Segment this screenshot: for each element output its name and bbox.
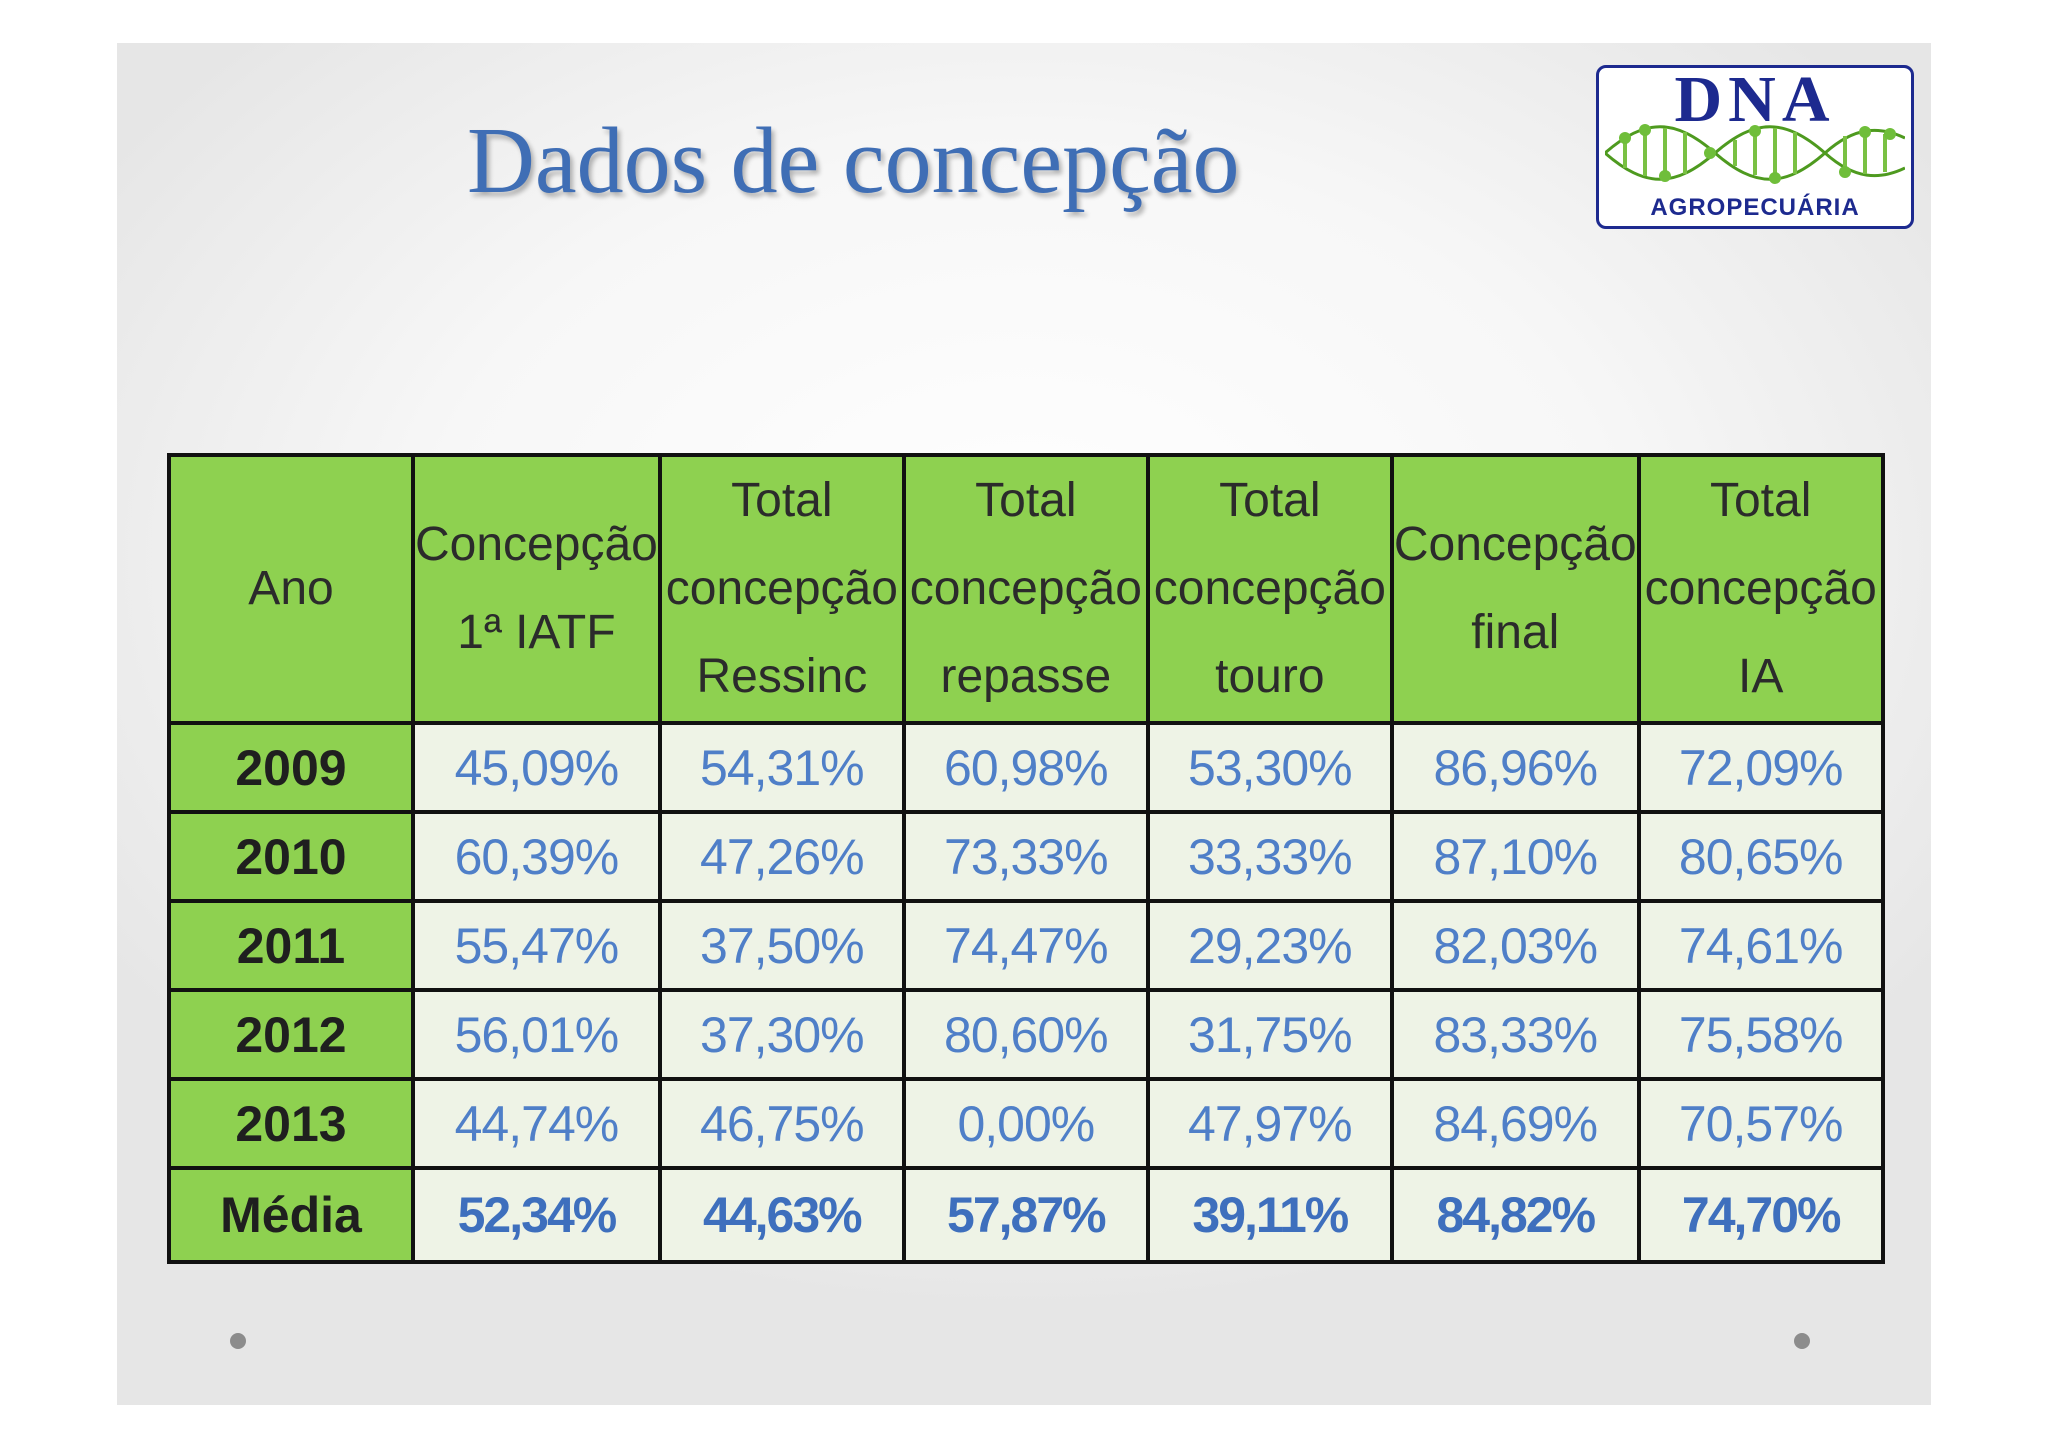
value-cell: 83,33%: [1389, 988, 1641, 1081]
value-cell: 44,74%: [411, 1077, 662, 1170]
value-cell: 37,50%: [657, 899, 906, 992]
header-total-concepcao-ressinc: Total concepção Ressinc: [657, 453, 906, 725]
logo-subtitle: AGROPECUÁRIA: [1650, 194, 1860, 221]
value-cell: 74,61%: [1636, 899, 1885, 992]
average-row: Média 52,34% 44,63% 57,87% 39,11% 84,82%…: [167, 1166, 1885, 1264]
year-cell: 2011: [167, 899, 415, 992]
right-bullet-dot: [1794, 1333, 1810, 1349]
value-cell: 33,33%: [1145, 810, 1394, 903]
average-value: 39,11%: [1145, 1166, 1394, 1264]
value-cell: 87,10%: [1389, 810, 1641, 903]
header-concepcao-1a-iatf: Concepção 1ª IATF: [411, 453, 662, 725]
dna-agropecuaria-logo: DNA AGROPECUÁRIA: [1596, 65, 1914, 229]
year-cell: 2012: [167, 988, 415, 1081]
average-value: 84,82%: [1389, 1166, 1641, 1264]
value-cell: 55,47%: [411, 899, 662, 992]
value-cell: 86,96%: [1389, 721, 1641, 814]
table-row: 2013 44,74% 46,75% 0,00% 47,97% 84,69% 7…: [167, 1077, 1885, 1170]
value-cell: 53,30%: [1145, 721, 1394, 814]
value-cell: 47,97%: [1145, 1077, 1394, 1170]
value-cell: 60,98%: [901, 721, 1150, 814]
average-label: Média: [167, 1166, 415, 1264]
value-cell: 72,09%: [1636, 721, 1885, 814]
average-value: 44,63%: [657, 1166, 906, 1264]
table-row: 2009 45,09% 54,31% 60,98% 53,30% 86,96% …: [167, 721, 1885, 814]
table-row: 2011 55,47% 37,50% 74,47% 29,23% 82,03% …: [167, 899, 1885, 992]
average-value: 57,87%: [901, 1166, 1150, 1264]
value-cell: 75,58%: [1636, 988, 1885, 1081]
value-cell: 80,60%: [901, 988, 1150, 1081]
value-cell: 47,26%: [657, 810, 906, 903]
value-cell: 80,65%: [1636, 810, 1885, 903]
value-cell: 45,09%: [411, 721, 662, 814]
value-cell: 56,01%: [411, 988, 662, 1081]
slide: Dados de concepção DNA AGROPECUÁRIA: [117, 43, 1931, 1405]
year-cell: 2013: [167, 1077, 415, 1170]
table-header-row: Ano Concepção 1ª IATF Total concepção Re…: [167, 453, 1885, 725]
value-cell: 37,30%: [657, 988, 906, 1081]
table-row: 2010 60,39% 47,26% 73,33% 33,33% 87,10% …: [167, 810, 1885, 903]
value-cell: 74,47%: [901, 899, 1150, 992]
value-cell: 70,57%: [1636, 1077, 1885, 1170]
average-value: 52,34%: [411, 1166, 662, 1264]
value-cell: 84,69%: [1389, 1077, 1641, 1170]
average-value: 74,70%: [1636, 1166, 1885, 1264]
table-row: 2012 56,01% 37,30% 80,60% 31,75% 83,33% …: [167, 988, 1885, 1081]
year-cell: 2010: [167, 810, 415, 903]
value-cell: 73,33%: [901, 810, 1150, 903]
value-cell: 31,75%: [1145, 988, 1394, 1081]
value-cell: 54,31%: [657, 721, 906, 814]
header-ano: Ano: [167, 453, 415, 725]
left-bullet-dot: [230, 1333, 246, 1349]
slide-title: Dados de concepção: [467, 109, 1240, 213]
year-cell: 2009: [167, 721, 415, 814]
header-total-concepcao-repasse: Total concepção repasse: [901, 453, 1150, 725]
logo-wordmark: DNA: [1674, 65, 1836, 136]
header-total-concepcao-ia: Total concepção IA: [1636, 453, 1885, 725]
dna-helix-icon: [1605, 124, 1905, 184]
value-cell: 29,23%: [1145, 899, 1394, 992]
value-cell: 46,75%: [657, 1077, 906, 1170]
value-cell: 60,39%: [411, 810, 662, 903]
header-concepcao-final: Concepção final: [1389, 453, 1641, 725]
value-cell: 82,03%: [1389, 899, 1641, 992]
value-cell: 0,00%: [901, 1077, 1150, 1170]
header-total-concepcao-touro: Total concepção touro: [1145, 453, 1394, 725]
conception-table: Ano Concepção 1ª IATF Total concepção Re…: [167, 453, 1885, 1264]
